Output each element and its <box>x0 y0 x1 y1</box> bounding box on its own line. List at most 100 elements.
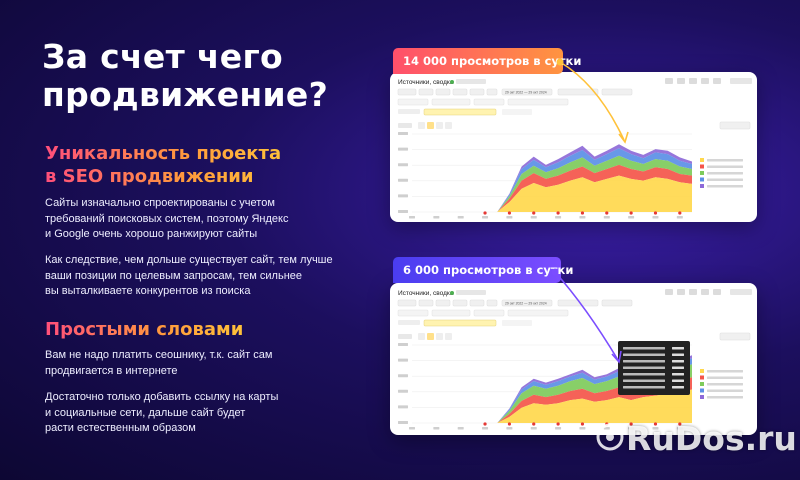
legend-swatch <box>700 158 704 162</box>
report-title: Источники, сводка <box>398 79 454 86</box>
legend-swatch <box>700 388 704 393</box>
header-button <box>730 78 752 84</box>
status-dot <box>450 80 454 84</box>
segment-label <box>398 109 420 114</box>
status-pill <box>456 290 486 295</box>
tooltip-line <box>623 353 665 356</box>
header-icon <box>701 78 709 84</box>
segment-highlight <box>423 108 497 116</box>
event-marker <box>532 211 536 215</box>
x-tick-label <box>603 427 610 430</box>
x-tick-label <box>409 216 415 219</box>
tooltip-value <box>672 379 684 382</box>
x-tick-label <box>409 427 415 430</box>
date-range-label: 29 окт 2022 — 29 окт 2024 <box>505 91 547 95</box>
filter-chip <box>418 88 434 96</box>
header-icon <box>713 289 721 295</box>
filter-chip <box>418 299 434 307</box>
segment-chip <box>397 98 429 106</box>
legend-label <box>707 396 743 399</box>
toolbar-label <box>398 334 412 339</box>
x-tick-label <box>628 427 635 430</box>
legend-label <box>707 376 743 379</box>
filter-chip <box>601 299 633 307</box>
x-tick-label <box>482 216 489 219</box>
tooltip-value <box>672 353 684 356</box>
event-marker <box>629 422 633 426</box>
x-tick-label <box>433 427 440 430</box>
event-marker <box>653 211 658 215</box>
toolbar-icon <box>418 122 425 129</box>
filter-chip <box>601 88 633 96</box>
filter-chip <box>397 88 417 96</box>
watermark-text: RuDos.ru <box>626 419 797 458</box>
x-tick-label <box>652 427 659 430</box>
header-icon <box>713 78 721 84</box>
filter-chip <box>435 299 451 307</box>
event-marker <box>580 211 585 215</box>
x-tick-label <box>555 216 562 219</box>
header-icon <box>665 289 673 295</box>
y-tick-label <box>398 421 408 424</box>
header-icon <box>689 78 697 84</box>
y-tick-label <box>398 210 408 213</box>
toolbar-button <box>719 121 751 130</box>
event-marker <box>532 422 536 426</box>
x-tick-label <box>603 216 610 219</box>
event-marker <box>580 422 585 426</box>
area-series-4 <box>412 148 692 212</box>
legend-swatch <box>700 184 704 188</box>
segment-chip <box>502 320 532 326</box>
legend-swatch <box>700 369 704 373</box>
legend-swatch <box>700 382 704 386</box>
legend-label <box>707 389 743 392</box>
x-tick-label <box>506 427 513 430</box>
headline: За счет чего продвижение? <box>42 37 329 114</box>
y-tick-label <box>398 343 408 346</box>
toolbar-icon <box>427 122 434 129</box>
x-tick-label <box>628 216 635 219</box>
legend-swatch <box>700 164 704 169</box>
filter-chip <box>486 88 498 96</box>
report-title: Источники, сводка <box>398 290 454 297</box>
area-series-1 <box>412 175 692 212</box>
event-marker <box>556 211 560 215</box>
status-pill <box>456 79 486 84</box>
tooltip-line <box>623 360 665 363</box>
x-tick-label <box>579 427 586 430</box>
toolbar-icon <box>418 333 425 340</box>
segment-chip <box>397 309 429 317</box>
status-dot <box>450 291 454 295</box>
area-series-1 <box>412 389 692 423</box>
segment-chip <box>507 98 569 106</box>
legend-swatch <box>700 171 704 175</box>
y-tick-label <box>398 147 408 151</box>
section2-heading: Простыми словами <box>45 319 244 340</box>
legend-label <box>707 159 743 162</box>
tooltip-value <box>672 386 684 389</box>
header-icon <box>677 289 685 295</box>
segment-chip <box>473 98 505 106</box>
toolbar-icon <box>445 122 452 129</box>
badge-views-top: 14 000 просмотров в сутки <box>393 48 581 74</box>
area-series-5 <box>412 144 692 212</box>
filter-chip <box>557 299 599 307</box>
segment-chip <box>502 109 532 115</box>
analytics-screenshot-top: Источники, сводка 29 окт 2022 — 29 окт 20… <box>390 72 757 222</box>
badge-views-bottom: 6 000 просмотров в сутки <box>393 257 573 283</box>
event-marker <box>605 211 609 215</box>
x-tick-label <box>530 216 537 219</box>
filter-chip <box>469 88 485 96</box>
header-icon <box>665 78 673 84</box>
date-range-chip <box>501 88 553 96</box>
tooltip-line <box>623 386 665 389</box>
section1-paragraph-1: Сайты изначально спроектированы с учетом… <box>45 197 289 240</box>
x-tick-label <box>652 216 659 219</box>
legend-label <box>707 185 743 188</box>
y-tick-label <box>398 389 408 393</box>
y-tick-label <box>398 405 408 409</box>
event-marker <box>556 422 560 426</box>
analytics-chart-bottom: Источники, сводка 29 окт 2022 — 29 окт 20… <box>397 289 752 430</box>
segment-chip <box>431 98 471 106</box>
analytics-chart-top: Источники, сводка 29 окт 2022 — 29 окт 20… <box>397 78 752 219</box>
